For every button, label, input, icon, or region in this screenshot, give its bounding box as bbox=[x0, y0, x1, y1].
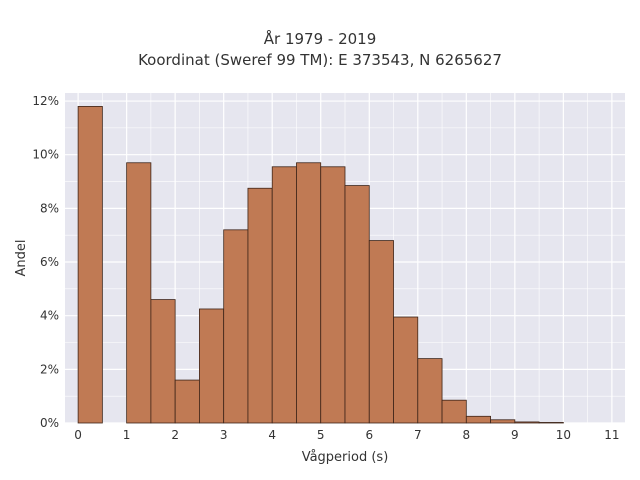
histogram-bar bbox=[77, 106, 103, 424]
histogram-bar bbox=[320, 166, 346, 424]
histogram-bar bbox=[199, 308, 225, 424]
chart-title: År 1979 - 2019 bbox=[263, 30, 377, 48]
y-axis-ticks: 0% 2% 4% 6% 8% 10% 12% bbox=[32, 94, 59, 430]
x-tick-label: 11 bbox=[604, 428, 619, 442]
x-tick-label: 2 bbox=[171, 428, 179, 442]
y-tick-label: 6% bbox=[40, 255, 59, 269]
x-tick-label: 4 bbox=[268, 428, 276, 442]
y-tick-label: 4% bbox=[40, 309, 59, 323]
histogram-bar bbox=[150, 299, 176, 424]
x-tick-label: 10 bbox=[556, 428, 571, 442]
x-tick-label: 3 bbox=[220, 428, 228, 442]
y-tick-label: 10% bbox=[32, 148, 59, 162]
histogram-bar bbox=[441, 399, 467, 424]
histogram-bar bbox=[296, 162, 322, 424]
y-tick-label: 2% bbox=[40, 362, 59, 376]
x-axis-ticks: 0 1 2 3 4 5 6 7 8 9 10 11 bbox=[74, 428, 619, 442]
chart-subtitle: Koordinat (Sweref 99 TM): E 373543, N 62… bbox=[138, 51, 502, 69]
histogram-bar bbox=[514, 421, 540, 424]
histogram-bar bbox=[417, 358, 443, 424]
histogram-bar bbox=[393, 316, 419, 424]
histogram-bar bbox=[174, 379, 200, 424]
histogram-bar bbox=[247, 187, 273, 424]
histogram-bar bbox=[271, 166, 297, 424]
bars-group bbox=[77, 106, 564, 424]
y-axis-label: Andel bbox=[14, 240, 29, 277]
x-tick-label: 8 bbox=[462, 428, 470, 442]
histogram-bar bbox=[538, 422, 564, 424]
y-tick-label: 12% bbox=[32, 94, 59, 108]
x-axis-label: Vågperiod (s) bbox=[302, 450, 389, 465]
histogram-bar bbox=[344, 185, 370, 424]
x-tick-label: 5 bbox=[317, 428, 325, 442]
x-tick-label: 1 bbox=[123, 428, 131, 442]
histogram-bar bbox=[465, 415, 491, 424]
x-tick-label: 6 bbox=[365, 428, 373, 442]
histogram-bar bbox=[126, 162, 152, 424]
x-tick-label: 0 bbox=[74, 428, 82, 442]
y-tick-label: 0% bbox=[40, 416, 59, 430]
x-tick-label: 9 bbox=[511, 428, 519, 442]
histogram-bar bbox=[368, 240, 394, 424]
histogram-bar bbox=[490, 419, 516, 424]
histogram-bar bbox=[223, 229, 249, 424]
x-tick-label: 7 bbox=[414, 428, 422, 442]
y-tick-label: 8% bbox=[40, 201, 59, 215]
